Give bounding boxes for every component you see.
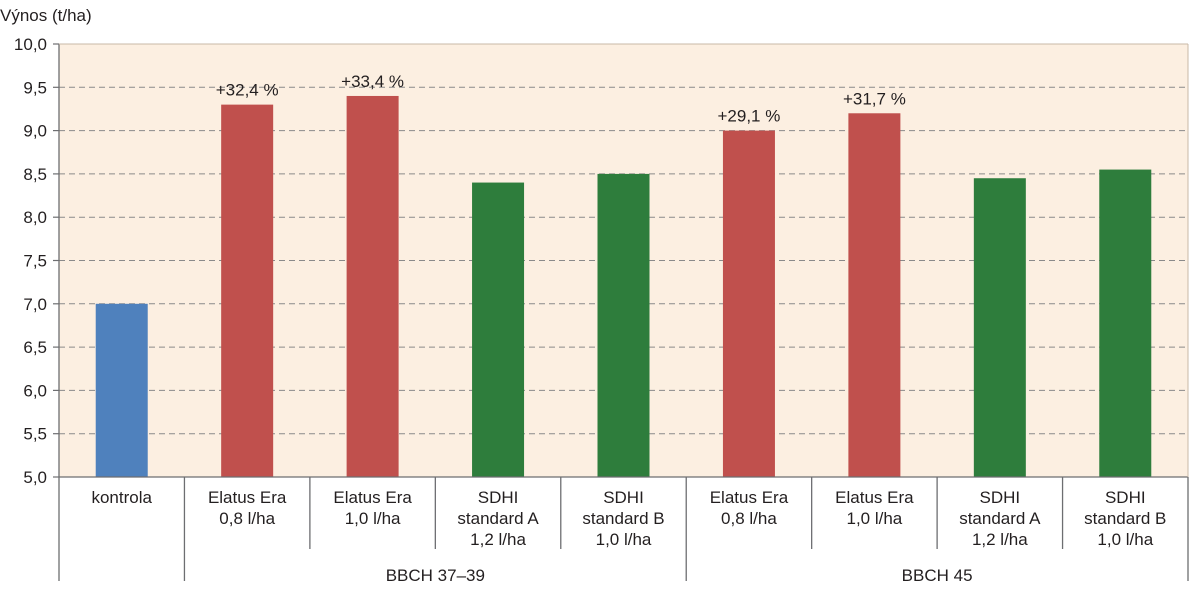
category-label: SDHI (478, 488, 519, 507)
group-labels: BBCH 37–39 BBCH 45 (386, 566, 973, 585)
y-tick-label: 7,5 (23, 252, 47, 271)
y-tick-label: 8,0 (23, 208, 47, 227)
bar (597, 173, 650, 477)
bar (95, 303, 148, 477)
category-label: 1,0 l/ha (345, 509, 401, 528)
y-tick-label: 8,5 (23, 165, 47, 184)
category-label: standard B (582, 509, 664, 528)
category-label: 1,0 l/ha (1097, 530, 1153, 549)
category-label: 1,2 l/ha (470, 530, 526, 549)
bar (722, 130, 775, 477)
y-tick-label: 5,5 (23, 425, 47, 444)
category-label: SDHI (603, 488, 644, 507)
bar (346, 95, 399, 478)
category-label: 0,8 l/ha (219, 509, 275, 528)
y-tick-label: 7,0 (23, 295, 47, 314)
category-label: SDHI (1105, 488, 1146, 507)
y-tick-label: 9,0 (23, 122, 47, 141)
y-tick-label: 10,0 (14, 35, 47, 54)
y-axis-title: Výnos (t/ha) (0, 6, 92, 25)
category-label: 1,2 l/ha (972, 530, 1028, 549)
group-label: BBCH 37–39 (386, 566, 485, 585)
bar-annotation: +33,4 % (341, 72, 404, 91)
category-label: 1,0 l/ha (596, 530, 652, 549)
bar (848, 113, 901, 477)
bar-annotation: +29,1 % (718, 107, 781, 126)
y-axis-ticks: 5,0 5,5 6,0 6,5 7,0 7,5 8,0 8,5 9,0 9,5 10,0 (14, 35, 59, 487)
axes (58, 43, 1189, 581)
category-label: Elatus Era (208, 488, 287, 507)
y-tick-label: 6,0 (23, 381, 47, 400)
y-tick-label: 5,0 (23, 468, 47, 487)
bar-annotation: +31,7 % (843, 89, 906, 108)
category-label: 0,8 l/ha (721, 509, 777, 528)
category-label: Elatus Era (835, 488, 914, 507)
y-tick-label: 6,5 (23, 338, 47, 357)
bar (1099, 169, 1152, 477)
bars (95, 95, 1152, 478)
category-label: kontrola (91, 488, 152, 507)
category-label: standard B (1084, 509, 1166, 528)
bar (973, 178, 1026, 478)
category-label: SDHI (980, 488, 1021, 507)
bar (472, 182, 525, 477)
category-label: 1,0 l/ha (847, 509, 903, 528)
y-tick-label: 9,5 (23, 78, 47, 97)
category-label: Elatus Era (710, 488, 789, 507)
category-label: standard A (959, 509, 1041, 528)
bar (221, 104, 274, 478)
category-label: Elatus Era (333, 488, 412, 507)
category-labels: kontrola Elatus Era 0,8 l/ha Elatus Era 1,0 … (91, 488, 1166, 549)
group-label: BBCH 45 (902, 566, 973, 585)
bar-annotation: +32,4 % (216, 81, 279, 100)
category-label: standard A (457, 509, 539, 528)
bar-annotations: +32,4 % +33,4 % +29,1 % +31,7 % (216, 72, 906, 126)
